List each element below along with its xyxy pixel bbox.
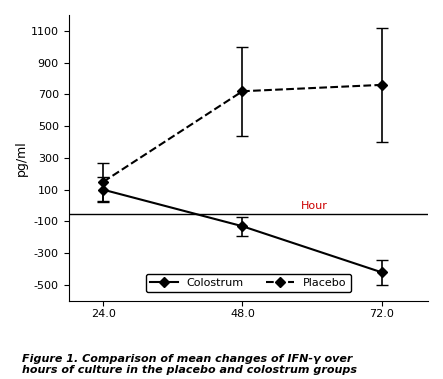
Text: Hour: Hour (300, 201, 327, 211)
Y-axis label: pg/ml: pg/ml (15, 140, 28, 176)
Legend: Colostrum, Placebo: Colostrum, Placebo (146, 274, 351, 293)
Text: Figure 1. Comparison of mean changes of IFN-γ over
hours of culture in the place: Figure 1. Comparison of mean changes of … (22, 354, 357, 375)
